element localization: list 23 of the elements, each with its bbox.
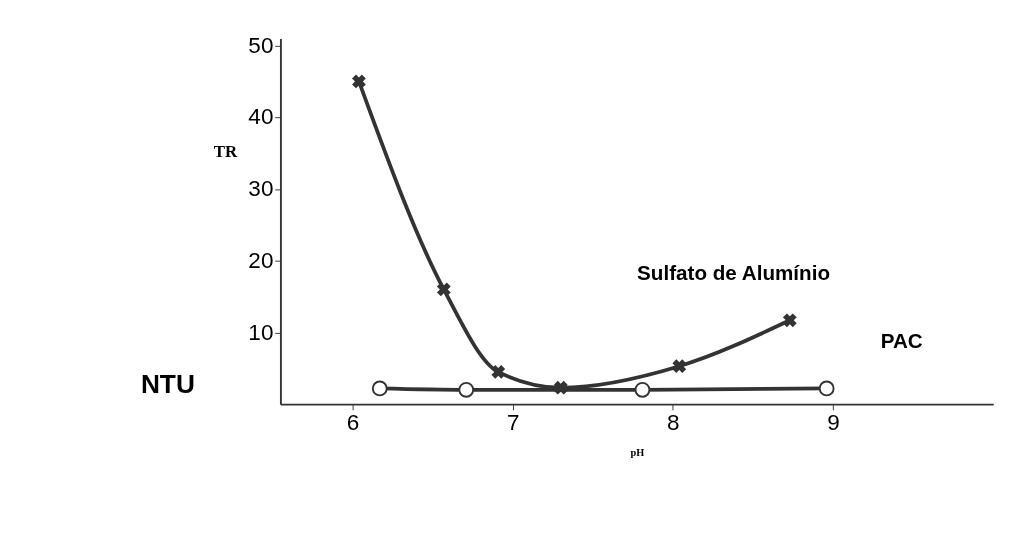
y-tick-label: 50 (248, 32, 274, 58)
point (782, 313, 797, 328)
x-tick-label: 9 (827, 409, 840, 435)
point (672, 359, 687, 374)
x-tick-label: 8 (667, 409, 680, 435)
point (436, 282, 451, 297)
y-tick-label: 10 (248, 319, 274, 345)
point (352, 74, 366, 89)
point (634, 381, 651, 398)
x-tick-label: 6 (346, 409, 360, 435)
y-tick-label: 30 (248, 176, 274, 202)
x-axis-title: pH (630, 447, 645, 459)
x-tick-label: 7 (506, 409, 520, 435)
point (371, 380, 388, 397)
y-tick-label: 20 (248, 247, 274, 273)
text: Sulfato de Alumínio (637, 260, 830, 284)
point (458, 381, 475, 398)
text: NTU (140, 368, 195, 399)
y-axis-title: TR (213, 142, 238, 162)
y-tick-label: 40 (248, 104, 274, 130)
text: PAC (880, 329, 923, 353)
point (818, 380, 835, 397)
point (491, 365, 506, 379)
